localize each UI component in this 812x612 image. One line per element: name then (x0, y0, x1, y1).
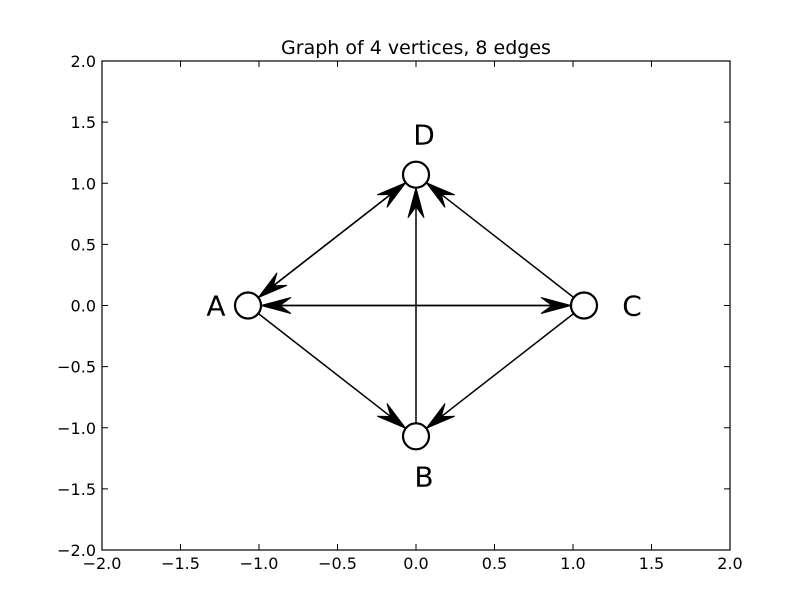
y-tick-label: 0.0 (71, 297, 96, 316)
y-tick-label: −0.5 (57, 358, 96, 377)
axis-ticks: −2.0 −1.5 −1.0 −0.5 0.0 0.5 1.0 1.5 2.0 2.0 1.5 1.0… (57, 52, 743, 573)
y-tick-label: 1.0 (71, 174, 96, 193)
vertex-label-B: B (414, 460, 433, 493)
y-tick-label: −1.5 (57, 480, 96, 499)
arrowhead (424, 403, 455, 430)
edge-D-A (256, 182, 407, 299)
vertex-C (569, 291, 599, 320)
arrowhead (259, 297, 292, 314)
arrowhead (407, 185, 425, 218)
x-tick-label: 1.0 (560, 554, 585, 573)
chart-title: Graph of 4 vertices, 8 edges (281, 37, 551, 59)
vertex-D (401, 160, 431, 189)
y-tick-label: 0.5 (71, 235, 96, 254)
edge-line (257, 182, 407, 299)
edge-line (425, 312, 575, 429)
x-tick-label: −0.5 (318, 554, 357, 573)
arrowhead (424, 181, 455, 208)
edge-line (425, 182, 575, 299)
edges (256, 181, 575, 430)
x-tick-label: 0.5 (482, 554, 507, 573)
plot-frame (101, 60, 731, 551)
vertices (233, 160, 599, 451)
y-tick-label: 2.0 (71, 52, 96, 71)
vertex-label-C: C (622, 290, 642, 323)
x-tick-label: −2.0 (83, 554, 122, 573)
edge-C-B (424, 312, 575, 430)
vertex-B (401, 422, 431, 451)
y-tick-label: −1.0 (57, 419, 96, 438)
edge-C-A (259, 297, 571, 314)
y-tick-label: −2.0 (57, 541, 96, 560)
vertex-label-A: A (206, 290, 225, 323)
edge-C-D (424, 181, 575, 299)
x-tick-label: 0.0 (403, 554, 428, 573)
y-tick-label: 1.5 (71, 113, 96, 132)
edge-line (257, 312, 407, 429)
x-tick-label: −1.5 (161, 554, 200, 573)
vertex-A (233, 291, 263, 320)
x-tick-label: 1.5 (639, 554, 664, 573)
arrowhead (256, 272, 288, 299)
arrowhead (377, 403, 408, 430)
vertex-labels: A B C D (206, 119, 641, 494)
x-tick-label: −1.0 (240, 554, 279, 573)
x-tick-label: 2.0 (717, 554, 742, 573)
vertex-label-D: D (413, 119, 435, 152)
edge-A-B (257, 312, 408, 430)
